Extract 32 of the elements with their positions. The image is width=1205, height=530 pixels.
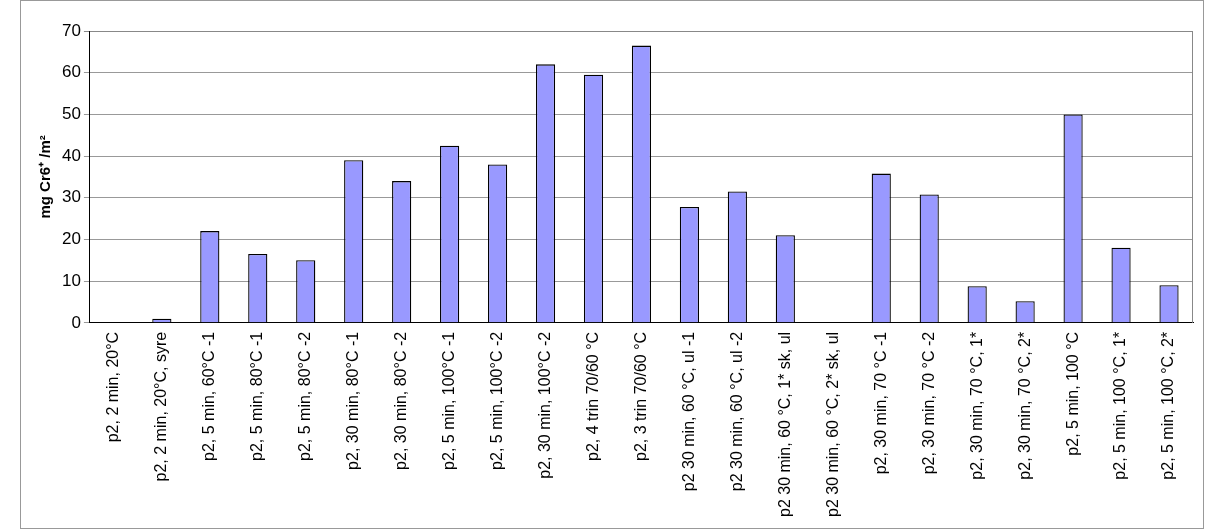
x-tick-label: p2, 3 trin 70/60 °C bbox=[631, 331, 649, 461]
x-tick-label: p2 30 min, 60 °C, 1* sk, ul bbox=[775, 331, 793, 517]
x-tick-label: p2 30 min, 60 °C, ul -1 bbox=[679, 331, 697, 492]
y-tick-label: 40 bbox=[61, 145, 81, 165]
y-tick-label: 20 bbox=[61, 229, 81, 249]
x-tick-label: p2 30 min, 60 °C, ul -2 bbox=[727, 331, 745, 492]
x-tick-label: p2, 5 min, 80°C -1 bbox=[248, 331, 266, 461]
x-tick-label: p2, 5 min, 100°C -1 bbox=[440, 331, 458, 470]
x-tick-label: p2, 2 min, 20°C, syre bbox=[152, 331, 170, 482]
y-tick-label: 0 bbox=[71, 312, 81, 332]
y-tick-label: 70 bbox=[61, 20, 81, 40]
x-tick-label: p2, 30 min, 70 °C -2 bbox=[919, 331, 937, 475]
x-tick-label: p2 30 min, 60 °C, 2* sk, ul bbox=[823, 331, 841, 517]
x-tick-label: p2, 30 min, 70 °C, 2* bbox=[1015, 331, 1033, 480]
y-tick-label: 50 bbox=[61, 104, 81, 124]
x-tick-label: p2, 5 min, 100 °C bbox=[1063, 331, 1081, 456]
x-tick-label: p2, 5 min, 100 °C, 1* bbox=[1111, 331, 1129, 480]
x-tick-label: p2, 4 trin 70/60 °C bbox=[583, 331, 601, 461]
y-tick-label: 10 bbox=[61, 270, 81, 290]
x-tick-label: p2, 30 min, 80°C -2 bbox=[392, 331, 410, 470]
y-tick-label: 60 bbox=[61, 62, 81, 82]
y-tick-label: 30 bbox=[61, 187, 81, 207]
x-tick-label: p2, 30 min, 70 °C -1 bbox=[871, 331, 889, 475]
x-tick-label: p2, 30 min, 80°C -1 bbox=[344, 331, 362, 470]
y-axis-title: mg Cr6⁺ /m² bbox=[36, 135, 54, 219]
x-tick-label: p2, 30 min, 70 °C, 1* bbox=[967, 331, 985, 480]
x-tick-label: p2, 2 min, 20°C bbox=[104, 331, 122, 443]
x-tick-label: p2, 5 min, 60°C -1 bbox=[200, 331, 218, 461]
x-tick-label: p2, 5 min, 80°C -2 bbox=[296, 331, 314, 461]
x-tick-label: p2, 5 min, 100 °C, 2* bbox=[1159, 331, 1177, 480]
x-tick-label: p2, 30 min, 100°C -2 bbox=[535, 331, 553, 479]
x-tick-label: p2, 5 min, 100°C -2 bbox=[487, 331, 505, 470]
